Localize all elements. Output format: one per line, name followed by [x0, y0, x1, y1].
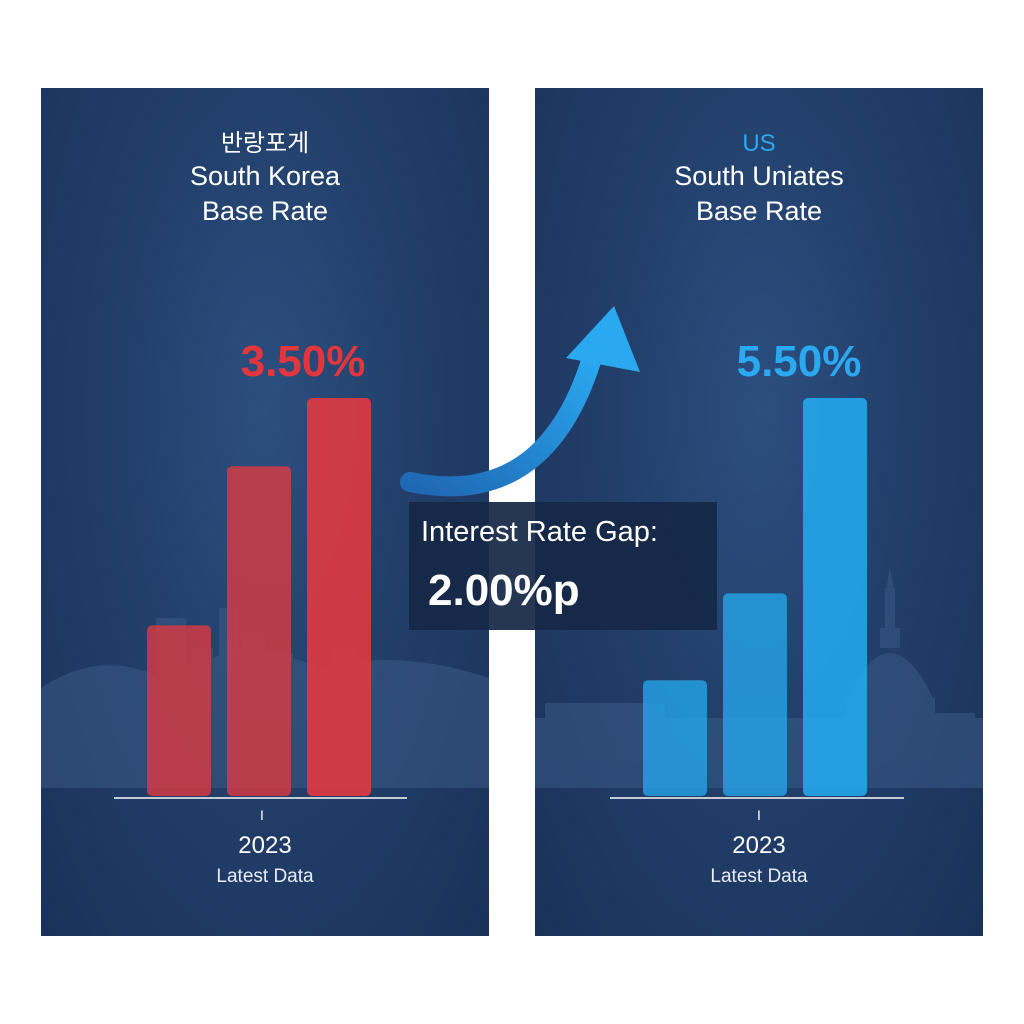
- gap-label: Interest Rate Gap:: [421, 516, 658, 548]
- us-bar-3: [803, 398, 867, 796]
- korea-chart: I 3.50%: [41, 337, 489, 823]
- us-chart: I 5.50%: [535, 337, 983, 823]
- korea-value-label: 3.50%: [241, 337, 366, 386]
- us-rate-panel: I 5.50% US South Uniates Base Rate 2023 …: [535, 88, 983, 936]
- korea-bar-2: [227, 466, 291, 796]
- us-title-line1: South Uniates: [674, 161, 844, 192]
- us-title-line2: Base Rate: [695, 196, 823, 227]
- korea-title-line2: Base Rate: [201, 196, 329, 227]
- gap-value: 2.00%p: [428, 566, 580, 615]
- us-value-label: 5.50%: [737, 337, 862, 386]
- korea-title-line1: South Korea: [189, 161, 341, 192]
- korea-title: 반랑포게 South Korea Base Rate: [41, 128, 489, 229]
- korea-latest-label: Latest Data: [216, 866, 314, 887]
- us-bar-2: [723, 593, 787, 796]
- us-heading: US: [742, 130, 776, 157]
- korea-bars: [147, 398, 371, 796]
- korea-x-tick: I: [260, 807, 264, 823]
- us-x-tick: I: [757, 807, 761, 823]
- korea-heading: 반랑포게: [220, 130, 310, 157]
- us-title: US South Uniates Base Rate: [535, 128, 983, 229]
- korea-bar-3: [307, 398, 371, 796]
- us-bar-1: [643, 680, 707, 796]
- interest-rate-gap-callout: Interest Rate Gap: 2.00%p: [409, 502, 717, 630]
- us-bars: [643, 398, 867, 796]
- korea-bar-1: [147, 625, 211, 796]
- us-latest-label: Latest Data: [710, 866, 808, 887]
- us-year-label: 2023: [732, 832, 786, 859]
- us-footer: 2023 Latest Data: [535, 832, 983, 888]
- korea-footer: 2023 Latest Data: [41, 832, 489, 888]
- korea-year-label: 2023: [238, 832, 292, 859]
